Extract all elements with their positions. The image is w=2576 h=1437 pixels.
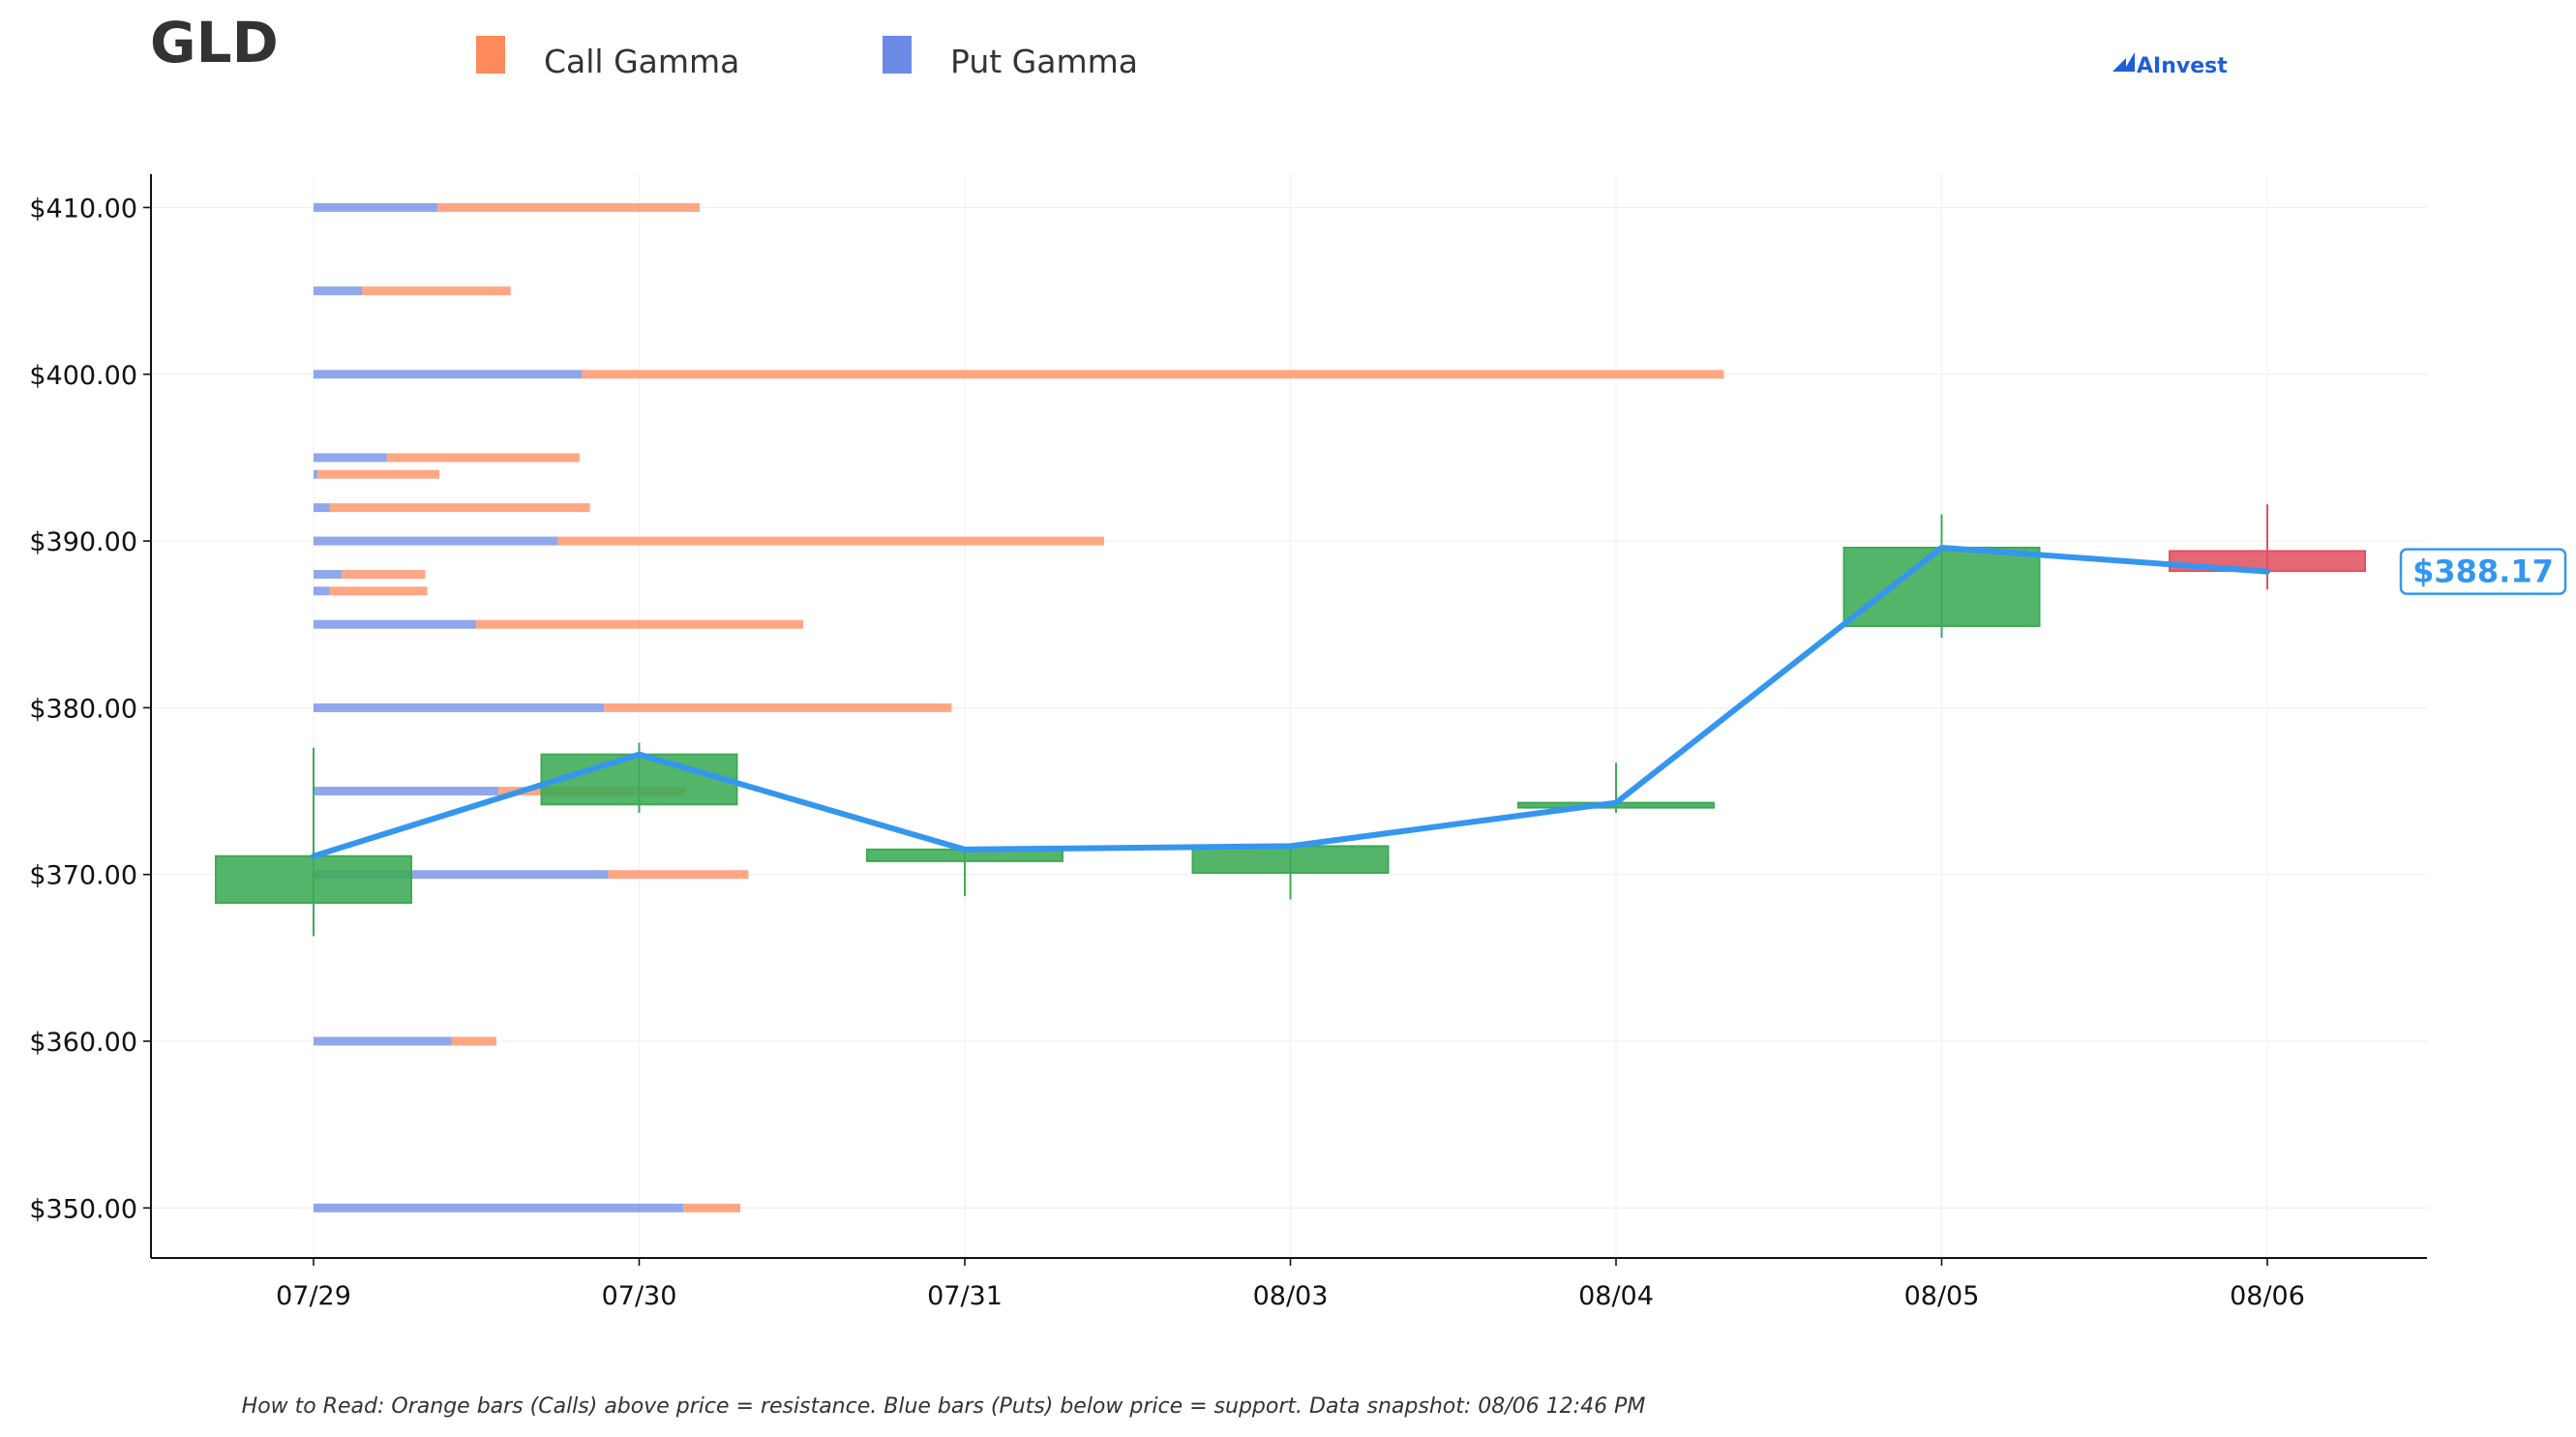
put-gamma-bar [314, 503, 330, 513]
put-gamma-bar [314, 570, 343, 580]
put-gamma-bar [314, 469, 318, 479]
call-gamma-bar [582, 370, 1724, 379]
current-price-badge: $388.17 [2399, 548, 2567, 595]
call-gamma-bar [604, 703, 952, 712]
grid-lines [151, 174, 2427, 1258]
put-gamma-bar [314, 703, 605, 712]
call-gamma-bar [329, 586, 428, 596]
put-gamma-bar [314, 870, 609, 880]
y-tick-label: $380.00 [29, 694, 137, 724]
x-tick-label: 08/03 [1253, 1281, 1329, 1311]
call-gamma-bar [386, 453, 581, 463]
put-gamma-bar [314, 286, 363, 296]
brand-logo: AInvest [2112, 52, 2228, 78]
call-gamma-bar [557, 536, 1104, 546]
put-gamma-bar [314, 202, 438, 212]
x-tick-label: 07/29 [276, 1281, 351, 1311]
y-tick-label: $350.00 [29, 1194, 137, 1224]
x-tick-label: 07/30 [602, 1281, 677, 1311]
legend-put-swatch [883, 36, 912, 74]
current-price-badge-box [2399, 548, 2567, 595]
put-gamma-bar [314, 536, 557, 546]
call-gamma-bar [342, 570, 426, 580]
price-line-layer [311, 544, 2270, 859]
y-tick-label: $400.00 [29, 361, 137, 391]
brand-logo-icon [2112, 52, 2135, 72]
x-tick-label: 07/31 [927, 1281, 1003, 1311]
legend-put-label: Put Gamma [950, 43, 1138, 80]
put-gamma-bar [314, 370, 583, 379]
put-gamma-bar [314, 787, 499, 796]
put-gamma-bar [314, 619, 476, 629]
call-gamma-bar [476, 619, 804, 629]
call-gamma-bar [329, 503, 590, 513]
y-tick-label: $390.00 [29, 527, 137, 557]
axes: $350.00 $360.00 $370.00 $380.00 $390.00 $400.… [29, 174, 2427, 1311]
candle-body [215, 854, 412, 904]
candle-body [540, 753, 738, 806]
put-gamma-bar [314, 1036, 452, 1046]
call-gamma-bar [437, 202, 700, 212]
call-gamma-bar [362, 286, 511, 296]
y-tick-label: $410.00 [29, 194, 137, 224]
x-tick-label: 08/06 [2230, 1281, 2305, 1311]
x-tick-label: 08/05 [1904, 1281, 1980, 1311]
put-gamma-bar [314, 586, 330, 596]
current-price-label: $388.17 [2412, 554, 2554, 590]
x-tick-label: 08/04 [1578, 1281, 1654, 1311]
call-gamma-bar [683, 1203, 740, 1212]
call-gamma-bar [451, 1036, 496, 1046]
put-gamma-bar [314, 1203, 684, 1212]
y-tick-label: $370.00 [29, 861, 137, 891]
legend-call-label: Call Gamma [544, 43, 739, 80]
put-gamma-bar [314, 453, 387, 463]
call-gamma-bar [608, 870, 749, 880]
footnote: How to Read: Orange bars (Calls) above p… [242, 1394, 1646, 1419]
candles [215, 504, 2366, 937]
y-tick-label: $360.00 [29, 1028, 137, 1058]
call-gamma-bar [317, 469, 440, 479]
brand-logo-text: AInvest [2137, 54, 2228, 78]
legend-call-swatch [476, 36, 505, 74]
price-line [311, 544, 2270, 859]
candle-body [1191, 845, 1390, 874]
chart-title: GLD [150, 10, 279, 75]
candle-body [1842, 546, 2041, 627]
